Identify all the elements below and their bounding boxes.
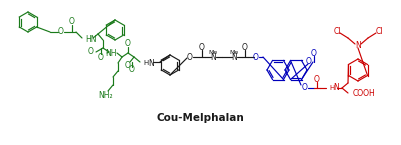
- Text: O: O: [87, 47, 93, 56]
- Text: N: N: [333, 84, 339, 93]
- Text: O: O: [253, 52, 259, 61]
- Text: N: N: [148, 58, 154, 68]
- Text: O: O: [69, 18, 75, 27]
- Text: Cou-Melphalan: Cou-Melphalan: [156, 113, 244, 123]
- Text: N: N: [355, 41, 361, 50]
- Text: O: O: [125, 60, 131, 69]
- Text: Me: Me: [229, 49, 239, 55]
- Text: H: H: [329, 85, 334, 91]
- Text: O: O: [125, 39, 131, 48]
- Text: H: H: [143, 60, 148, 66]
- Text: NH: NH: [105, 48, 117, 58]
- Text: NH₂: NH₂: [99, 90, 113, 99]
- Text: N: N: [210, 52, 216, 61]
- Text: Cl: Cl: [375, 27, 383, 36]
- Text: O: O: [199, 42, 205, 51]
- Text: Me: Me: [209, 49, 218, 55]
- Text: O: O: [98, 52, 104, 61]
- Text: N: N: [231, 52, 237, 61]
- Text: O: O: [306, 58, 312, 67]
- Text: O: O: [302, 84, 308, 93]
- Text: O: O: [58, 28, 64, 37]
- Text: Cl: Cl: [333, 27, 341, 36]
- Text: O: O: [311, 48, 317, 58]
- Text: HN: HN: [85, 36, 97, 45]
- Text: COOH: COOH: [353, 88, 376, 97]
- Text: O: O: [242, 42, 248, 51]
- Text: O: O: [187, 52, 193, 61]
- Text: O: O: [314, 75, 320, 84]
- Text: O: O: [129, 66, 135, 75]
